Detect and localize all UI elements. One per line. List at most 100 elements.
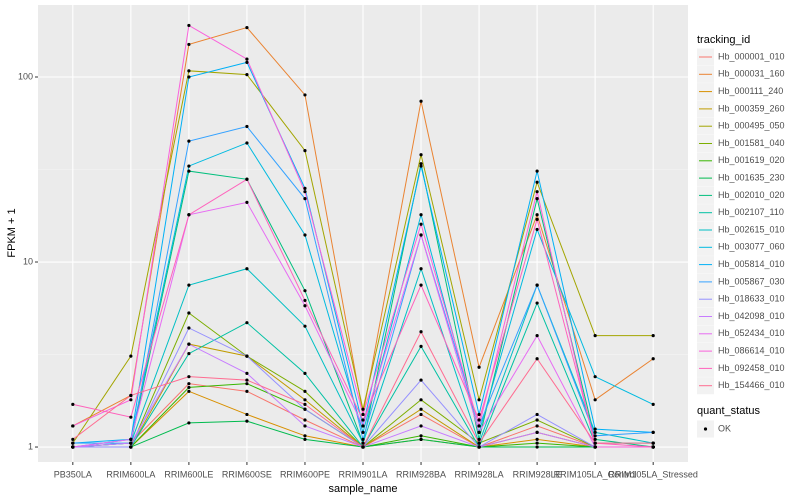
data-point (245, 25, 249, 30)
data-point (71, 402, 75, 406)
data-point (535, 213, 539, 217)
data-point (303, 389, 307, 393)
data-point (187, 342, 191, 346)
data-point (535, 412, 539, 417)
y-tick-label: 1 (28, 441, 33, 451)
data-point (477, 398, 481, 402)
legend-label: Hb_052434_010 (718, 328, 785, 338)
data-point (187, 23, 191, 28)
legend-shape (703, 427, 708, 431)
data-point (187, 389, 191, 393)
data-point (245, 267, 249, 271)
data-point (129, 354, 133, 358)
data-point (303, 197, 307, 201)
data-point (535, 430, 539, 434)
y-tick-label: 100 (18, 71, 33, 81)
data-point (187, 75, 191, 79)
data-point (187, 69, 191, 73)
data-point (535, 169, 539, 173)
legend-label: Hb_092458_010 (718, 363, 785, 373)
data-point (593, 427, 597, 431)
data-point (303, 398, 307, 402)
data-point (245, 354, 249, 358)
data-point (535, 227, 539, 232)
data-point (419, 233, 423, 237)
data-point (535, 190, 539, 194)
data-point (71, 424, 75, 428)
data-point (71, 441, 75, 445)
data-point (129, 393, 133, 398)
x-tick-label: RRIM105LA_Control (554, 469, 637, 479)
data-point (593, 334, 597, 338)
x-tick-label: RRIM928LA (455, 469, 504, 479)
data-point (419, 164, 423, 168)
data-point (535, 197, 539, 201)
data-point (651, 430, 655, 434)
data-point (535, 445, 539, 449)
data-point (419, 378, 423, 382)
data-point (187, 382, 191, 386)
data-point (535, 418, 539, 422)
data-point (593, 398, 597, 402)
data-point (361, 437, 365, 441)
data-point (477, 430, 481, 434)
data-point (651, 441, 655, 445)
data-point (129, 415, 133, 419)
data-point (477, 365, 481, 369)
data-point (593, 437, 597, 441)
legend-label: Hb_003077_060 (718, 242, 785, 252)
data-point (303, 434, 307, 438)
data-point (361, 430, 365, 434)
legend-label: Hb_154466_010 (718, 380, 785, 390)
x-tick-label: RRIM600LA (106, 469, 155, 479)
legend-label: Hb_018633_010 (718, 294, 785, 304)
x-tick-label: RRIM105LA_Stressed (608, 469, 698, 479)
data-point (477, 424, 481, 428)
data-point (419, 213, 423, 217)
data-point (187, 213, 191, 217)
legend-label: Hb_005867_030 (718, 276, 785, 286)
x-tick-label: RRIM600PE (280, 469, 330, 479)
data-point (245, 141, 249, 145)
data-point (303, 324, 307, 328)
y-axis-title: FPKM + 1 (6, 208, 18, 257)
data-point (535, 334, 539, 338)
legend-label: Hb_086614_010 (718, 345, 785, 355)
data-point (535, 441, 539, 445)
data-point (419, 330, 423, 334)
data-point (187, 375, 191, 379)
legend-label: Hb_042098_010 (718, 311, 785, 321)
legend-label: Hb_001619_020 (718, 155, 785, 165)
data-point (303, 93, 307, 97)
data-point (419, 437, 423, 441)
data-point (535, 357, 539, 361)
data-point (303, 418, 307, 422)
legend-label: Hb_000001_010 (718, 51, 785, 61)
data-point (187, 283, 191, 287)
data-point (129, 441, 133, 445)
data-point (593, 441, 597, 445)
data-point (361, 424, 365, 428)
data-point (187, 311, 191, 315)
data-point (187, 351, 191, 356)
data-point (245, 378, 249, 382)
data-point (535, 217, 539, 221)
data-point (361, 407, 365, 411)
data-point (303, 402, 307, 406)
data-point (303, 289, 307, 293)
data-point (419, 424, 423, 428)
legend-title: tracking_id (697, 34, 750, 46)
data-point (477, 441, 481, 445)
plot-area (71, 23, 655, 449)
y-tick-label: 10 (23, 256, 33, 266)
data-point (71, 445, 75, 449)
data-point (245, 371, 249, 376)
data-point (477, 445, 481, 449)
data-point (245, 177, 249, 181)
shape-legend-title: quant_status (697, 405, 760, 417)
data-point (419, 222, 423, 226)
data-point (303, 149, 307, 153)
data-point (419, 267, 423, 271)
x-tick-label: RRIM600LE (164, 469, 213, 479)
data-point (303, 186, 307, 190)
